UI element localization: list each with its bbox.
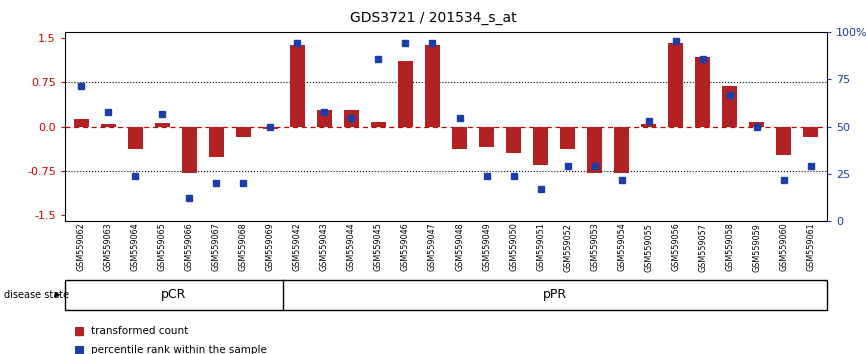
Bar (155, 123, 170, 127)
Bar (749, 122, 764, 127)
Bar (74, 119, 88, 127)
Bar (695, 57, 710, 127)
Bar (479, 127, 494, 147)
Text: transformed count: transformed count (91, 326, 188, 336)
Bar (641, 124, 656, 127)
Text: ■: ■ (74, 344, 85, 354)
Bar (263, 127, 278, 129)
Bar (560, 127, 575, 149)
Bar (290, 45, 305, 127)
Bar (209, 127, 223, 157)
Bar (506, 127, 521, 153)
Text: pPR: pPR (543, 288, 567, 301)
Bar (669, 42, 683, 127)
Text: GDS3721 / 201534_s_at: GDS3721 / 201534_s_at (350, 11, 516, 25)
Bar (614, 127, 629, 173)
Bar (371, 122, 386, 127)
Bar (317, 110, 332, 127)
Bar (425, 45, 440, 127)
Bar (722, 86, 737, 127)
Bar (344, 110, 359, 127)
Bar (128, 127, 143, 149)
Bar (804, 127, 818, 137)
Bar (587, 127, 602, 173)
Text: disease state: disease state (4, 290, 69, 300)
Text: ■: ■ (74, 325, 85, 337)
Text: percentile rank within the sample: percentile rank within the sample (91, 346, 267, 354)
Bar (398, 62, 413, 127)
Bar (182, 127, 197, 173)
Bar (236, 127, 251, 137)
Text: pCR: pCR (161, 288, 186, 301)
Bar (776, 127, 792, 155)
Bar (100, 124, 116, 127)
Bar (452, 127, 467, 149)
Bar (533, 127, 548, 165)
